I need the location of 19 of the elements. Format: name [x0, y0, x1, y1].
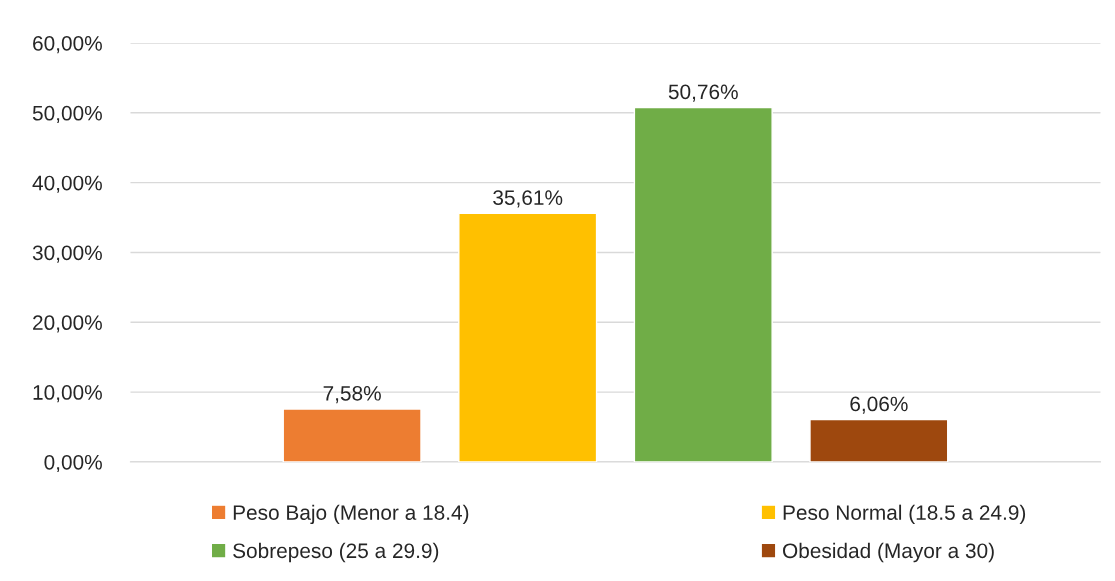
legend-label: Obesidad (Mayor a 30): [783, 542, 994, 563]
legend-label: Peso Normal (18.5 a 24.9): [783, 504, 1026, 525]
legend-label: Sobrepeso (25 a 29.9): [233, 542, 439, 563]
legend-label: Peso Bajo (Menor a 18.4): [233, 504, 469, 525]
y-tick-label: 0,00%: [44, 454, 102, 473]
bar: [633, 106, 773, 462]
y-tick-label: 30,00%: [32, 245, 102, 263]
y-tick-label: 50,00%: [32, 105, 102, 124]
bar: [282, 408, 422, 462]
data-label: 7,58%: [323, 385, 381, 404]
data-label: 50,76%: [668, 84, 738, 102]
data-label: 6,06%: [850, 396, 908, 414]
data-label: 35,61%: [493, 190, 563, 208]
y-tick-label: 10,00%: [33, 385, 102, 403]
bar: [809, 418, 949, 462]
y-tick-label: 20,00%: [33, 315, 102, 333]
bar: [458, 212, 598, 462]
y-tick-label: 60,00%: [33, 36, 102, 54]
y-tick-label: 40,00%: [32, 175, 102, 193]
